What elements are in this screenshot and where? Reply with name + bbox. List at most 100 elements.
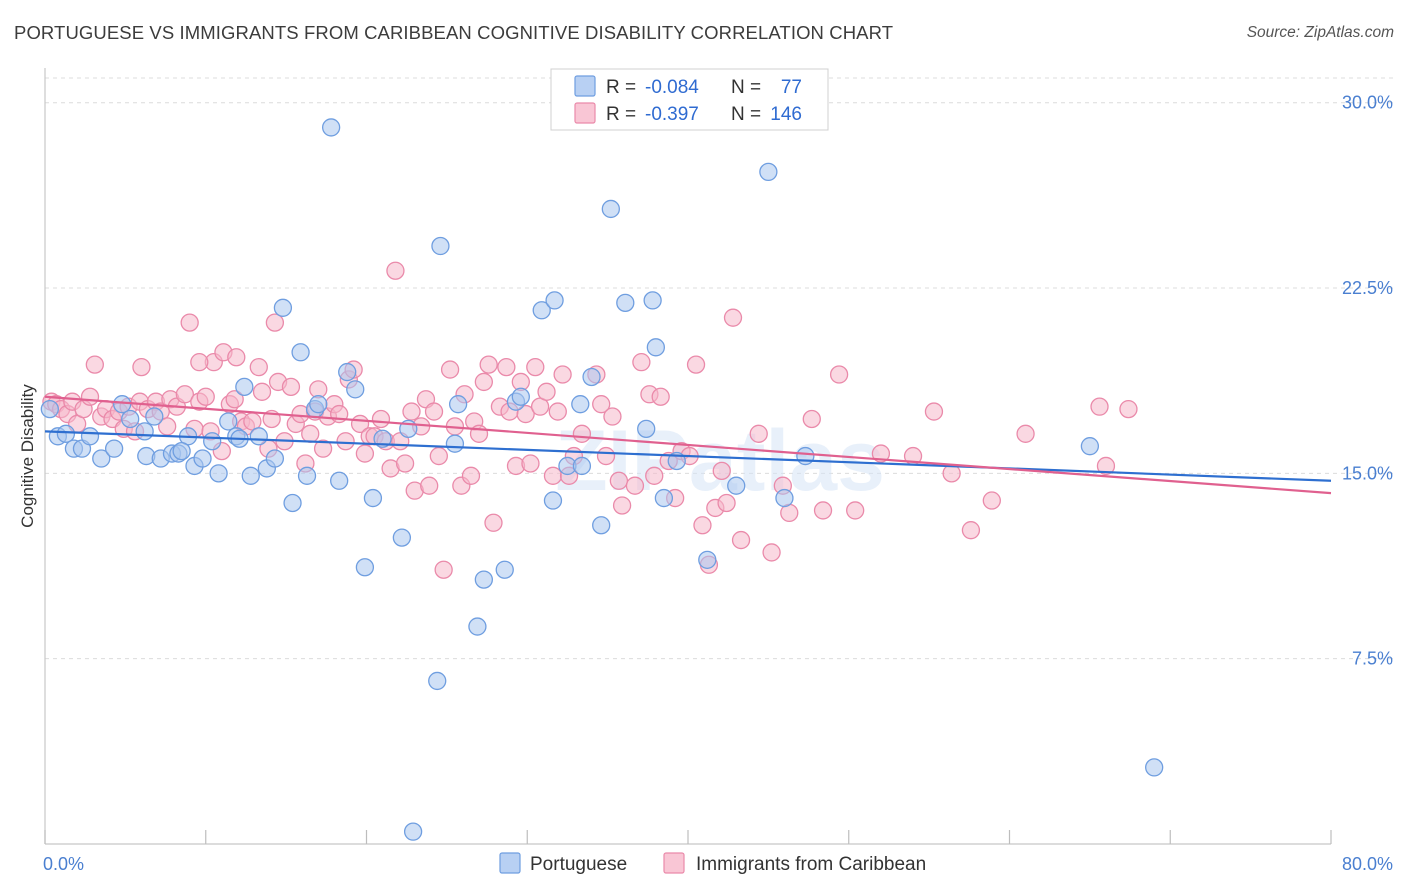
portuguese-point [582, 367, 601, 387]
portuguese-point [291, 343, 310, 362]
caribbean-point [762, 543, 781, 562]
portuguese-point [616, 293, 635, 313]
y-tick-label: 22.5% [1342, 278, 1393, 298]
caribbean-point [313, 439, 333, 458]
caribbean-point [924, 402, 944, 421]
bottom-legend-label-portuguese: Portuguese [530, 854, 627, 875]
legend-n-value-pink: 146 [770, 104, 802, 125]
caribbean-point [196, 387, 215, 406]
chart-source: Source: ZipAtlas.com [1246, 24, 1394, 41]
legend-swatch-pink [574, 102, 596, 124]
portuguese-point [121, 409, 140, 429]
caribbean-point [632, 353, 651, 372]
caribbean-point [484, 513, 503, 532]
portuguese-point [796, 446, 815, 466]
caribbean-point [592, 395, 611, 414]
portuguese-point [1080, 437, 1100, 456]
grid-lines [45, 77, 1393, 660]
caribbean-point [252, 382, 272, 401]
series-legend: Portuguese Immigrants from Caribbean [499, 852, 926, 875]
caribbean-point [85, 355, 104, 374]
caribbean-point [225, 390, 244, 409]
x-ticks [44, 830, 1332, 844]
portuguese-point [654, 488, 674, 508]
caribbean-point [265, 313, 285, 332]
legend-swatch-blue [574, 75, 596, 97]
portuguese-point [309, 395, 328, 414]
portuguese-point [428, 671, 447, 691]
caribbean-point [80, 387, 100, 406]
portuguese-point [474, 570, 493, 589]
caribbean-point [846, 501, 865, 520]
caribbean-point [723, 308, 743, 327]
caribbean-point [749, 424, 768, 443]
portuguese-point [448, 395, 468, 414]
portuguese-point [532, 301, 551, 320]
caribbean-point [625, 476, 645, 495]
caribbean-point [424, 402, 444, 421]
caribbean-point [548, 402, 567, 421]
portuguese-point [346, 380, 365, 399]
caribbean-point [516, 404, 535, 424]
portuguese-point [543, 491, 563, 510]
portuguese-point [445, 434, 465, 453]
portuguese-point [80, 427, 100, 446]
y-tick-label: 15.0% [1342, 463, 1393, 483]
portuguese-trend-line [44, 430, 1332, 482]
caribbean-point [158, 417, 177, 436]
bottom-legend-label-caribbean: Immigrants from Caribbean [696, 854, 926, 875]
caribbean-point [526, 357, 545, 377]
caribbean-point [371, 409, 391, 429]
portuguese-point [265, 449, 285, 468]
caribbean-point [693, 516, 712, 535]
caribbean-point [521, 454, 540, 473]
caribbean-point [537, 382, 556, 401]
caribbean-point [572, 424, 592, 443]
caribbean-point [553, 365, 572, 384]
caribbean-point [731, 530, 751, 550]
caribbean-point [603, 407, 622, 426]
caribbean-point [434, 560, 453, 579]
portuguese-point [56, 424, 76, 443]
chart-title: PORTUGUESE VS IMMIGRANTS FROM CARIBBEAN … [14, 22, 894, 43]
caribbean-point [180, 313, 199, 332]
legend-n-label-pink: N = [731, 104, 761, 125]
legend-box [550, 68, 829, 131]
legend-n-label-blue: N = [731, 77, 761, 98]
caribbean-point [474, 372, 493, 392]
portuguese-point [330, 471, 349, 490]
caribbean-trend-line [44, 395, 1332, 495]
caribbean-point [190, 353, 209, 372]
caribbean-point [871, 444, 891, 463]
portuguese-point [392, 528, 412, 547]
portuguese-point [203, 432, 222, 451]
portuguese-point [355, 558, 375, 577]
legend-r-value-blue: -0.084 [645, 77, 699, 98]
caribbean-point [281, 377, 301, 397]
portuguese-point [698, 550, 717, 569]
caribbean-point [440, 360, 460, 379]
caribbean-point [717, 493, 736, 513]
x-tick-label-max: 80.0% [1342, 854, 1393, 874]
portuguese-point [571, 395, 590, 414]
caribbean-point [420, 476, 439, 495]
portuguese-point [172, 441, 191, 461]
portuguese-point [637, 419, 656, 439]
portuguese-point [135, 422, 154, 441]
caribbean-point [355, 444, 375, 463]
y-tick-label: 7.5% [1352, 649, 1393, 669]
y-tick-labels: 7.5% 15.0% 22.5% 30.0% [1342, 93, 1393, 669]
portuguese-point [403, 822, 423, 841]
portuguese-point [363, 488, 383, 508]
caribbean-point [612, 496, 632, 515]
caribbean-point [712, 461, 731, 481]
caribbean-point [651, 387, 670, 406]
portuguese-point [775, 488, 794, 508]
portuguese-point [249, 427, 268, 446]
portuguese-point [431, 236, 450, 256]
caribbean-point [301, 424, 320, 443]
y-axis-label: Cognitive Disability [18, 384, 37, 528]
portuguese-point [1145, 758, 1164, 777]
portuguese-point [92, 449, 111, 468]
caribbean-point [249, 357, 268, 377]
